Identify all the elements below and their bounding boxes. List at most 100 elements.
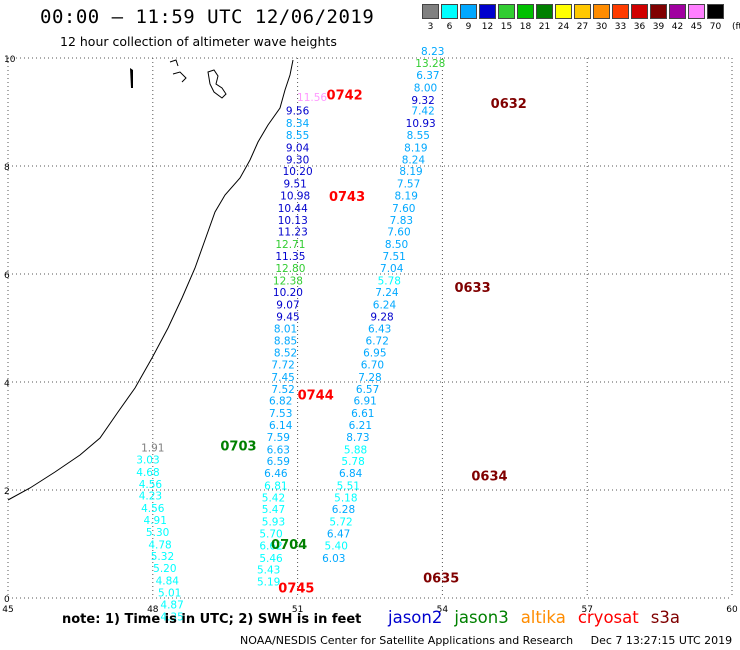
wave-height-label: 6.47 (327, 529, 350, 541)
grid (7, 57, 733, 599)
wave-height-label: 6.70 (361, 360, 384, 372)
wave-height-label: 7.04 (380, 263, 404, 275)
legend-label: 6 (446, 22, 453, 32)
wave-height-label: 8.50 (385, 239, 408, 251)
credit-line: NOAA/NESDIS Center for Satellite Applica… (240, 634, 740, 647)
wave-height-label: 9.07 (276, 300, 299, 312)
wave-height-label: 9.51 (283, 179, 306, 191)
credit-timestamp: Dec 7 13:27:15 UTC 2019 (590, 634, 733, 647)
x-tick-label: 51 (292, 605, 303, 615)
legend-label: 30 (595, 22, 608, 32)
legend-swatch (479, 4, 496, 19)
wave-height-label: 4.68 (136, 467, 159, 479)
wave-height-label: 7.53 (269, 408, 292, 420)
wave-height-label: 5.20 (153, 563, 176, 575)
wave-height-label: 11.56 (297, 92, 327, 104)
wave-height-label: 6.37 (416, 70, 439, 82)
wave-height-label: 8.73 (346, 432, 369, 444)
wave-height-label: 10.44 (278, 203, 308, 215)
wave-height-label: 7.42 (411, 106, 434, 118)
wave-height-label: 8.19 (395, 190, 418, 202)
wave-height-label: 4.91 (144, 515, 167, 527)
y-tick-label: 4 (4, 379, 10, 389)
wave-height-label: 6.62 (259, 540, 282, 552)
legend-label: 18 (519, 22, 532, 32)
y-tick-label: 2 (4, 487, 10, 497)
wave-height-label: 9.32 (411, 95, 434, 107)
legend-label: 33 (614, 22, 627, 32)
satellite-name-jason2: jason2 (388, 608, 443, 627)
wave-height-label: 13.28 (415, 58, 445, 70)
pass-time-label: 0635 (423, 571, 459, 586)
wave-height-label: 6.82 (269, 396, 292, 408)
legend-label: 9 (465, 22, 472, 32)
satellite-name-s3a: s3a (650, 608, 680, 627)
wave-height-label: 4.56 (139, 479, 163, 491)
wave-height-label: 4.87 (160, 599, 183, 611)
wave-height-label: 9.56 (286, 106, 310, 118)
wave-height-label: 6.24 (373, 300, 397, 312)
wave-height-label: 8.55 (407, 130, 430, 142)
wave-height-label: 10.20 (283, 166, 313, 178)
wave-height-label: 5.42 (262, 492, 285, 504)
wave-height-label: 11.35 (275, 251, 305, 263)
wave-height-label: 6.03 (322, 553, 345, 565)
y-tick-label: 0 (4, 595, 10, 605)
map-subtitle: 12 hour collection of altimeter wave hei… (60, 34, 337, 49)
legend-label: 70 (709, 22, 722, 32)
wave-height-label: 6.61 (351, 408, 374, 420)
legend-swatch (498, 4, 515, 19)
satellite-key: jason2 jason3 altika cryosat s3a (388, 608, 692, 627)
x-tick-label: 45 (2, 605, 13, 615)
wave-height-label: 6.14 (269, 420, 293, 432)
x-tick-label: 54 (437, 605, 449, 615)
legend-swatch (555, 4, 572, 19)
legend-label: 42 (671, 22, 684, 32)
wave-height-label: 5.47 (262, 504, 285, 516)
wave-height-label: 7.45 (271, 372, 294, 384)
wave-height-label: 6.21 (349, 420, 372, 432)
wave-height-label: 7.60 (387, 227, 410, 239)
y-tick-label: 8 (4, 163, 10, 173)
satellite-name-altika: altika (520, 608, 566, 627)
wave-height-label: 10.98 (280, 190, 310, 202)
wave-height-label: 5.72 (329, 517, 352, 529)
wave-height-label: 5.78 (341, 456, 364, 468)
wave-height-label: 7.24 (375, 287, 399, 299)
wave-height-label: 9.28 (370, 311, 393, 323)
wave-height-label: 10.13 (278, 215, 308, 227)
legend-label: 45 (690, 22, 703, 32)
legend-label: 21 (538, 22, 551, 32)
wave-height-values: 11.569.568.348.559.049.3010.209.5110.981… (136, 46, 445, 624)
legend-swatch (536, 4, 553, 19)
wave-height-label: 7.28 (358, 372, 381, 384)
legend-swatch (707, 4, 724, 19)
wave-height-label: 11.23 (278, 227, 308, 239)
legend-swatch (669, 4, 686, 19)
pass-time-label: 0744 (298, 388, 334, 403)
wave-height-label: 5.43 (257, 565, 280, 577)
wave-height-label: 4.35 (160, 612, 183, 624)
wave-height-label: 5.51 (337, 480, 360, 492)
wave-height-label: 6.43 (368, 323, 391, 335)
wave-height-label: 8.24 (402, 154, 426, 166)
legend-swatch (517, 4, 534, 19)
note-text: note: 1) Time is in UTC; 2) SWH is in fe… (62, 612, 362, 627)
legend-swatch (650, 4, 667, 19)
wave-height-label: 6.84 (339, 468, 363, 480)
coastline (7, 59, 294, 501)
wave-height-label: 9.30 (286, 154, 309, 166)
map-title: 00:00 – 11:59 UTC 12/06/2019 (40, 6, 375, 28)
wave-height-label: 5.93 (262, 517, 285, 529)
y-tick-label: 6 (4, 271, 10, 281)
wave-height-label: 7.59 (267, 432, 290, 444)
wave-height-label: 7.60 (392, 203, 415, 215)
legend-label: 36 (633, 22, 646, 32)
wave-height-label: 5.32 (151, 551, 174, 563)
wave-height-label: 6.63 (267, 444, 290, 456)
legend-swatch (631, 4, 648, 19)
wave-height-label: 5.46 (259, 553, 283, 565)
wave-height-label: 7.52 (271, 384, 294, 396)
legend-swatch (593, 4, 610, 19)
